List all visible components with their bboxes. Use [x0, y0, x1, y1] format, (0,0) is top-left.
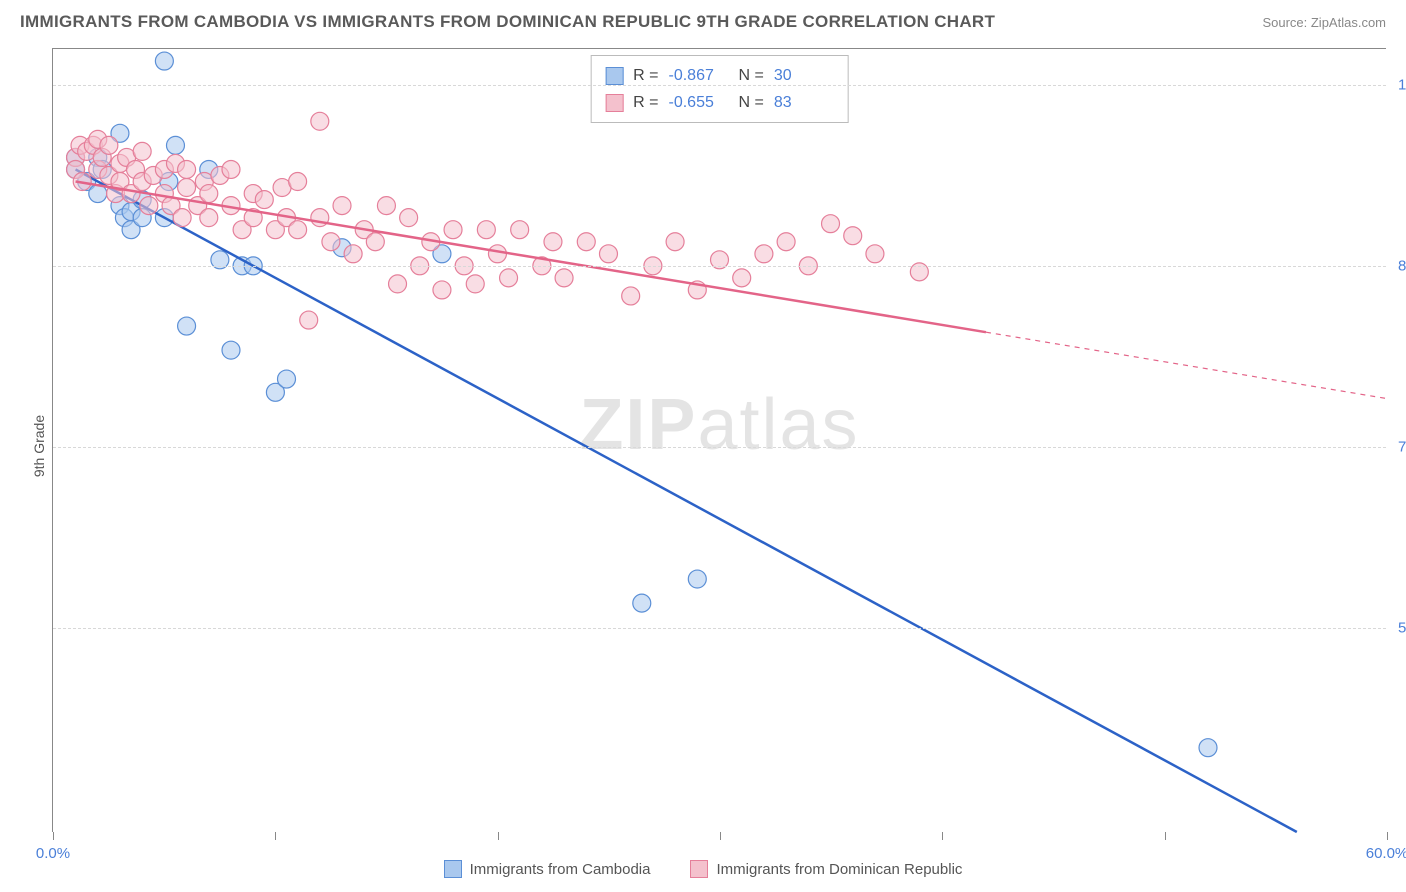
data-point	[278, 370, 296, 388]
data-point	[477, 221, 495, 239]
y-tick-label: 85.0%	[1398, 258, 1406, 275]
data-point	[444, 221, 462, 239]
trend-line	[76, 169, 1297, 832]
bottom-legend: Immigrants from Cambodia Immigrants from …	[0, 860, 1406, 878]
data-point	[577, 233, 595, 251]
chart-source: Source: ZipAtlas.com	[1262, 15, 1386, 30]
data-point	[289, 221, 307, 239]
y-tick-label: 100.0%	[1398, 77, 1406, 94]
data-point	[173, 209, 191, 227]
trend-line-dashed	[986, 332, 1386, 398]
x-tick	[53, 832, 54, 840]
x-tick	[1165, 832, 1166, 840]
data-point	[822, 215, 840, 233]
data-point	[511, 221, 529, 239]
data-point	[555, 269, 573, 287]
chart-plot-area: ZIPatlas R =-0.867N =30R =-0.655N =83 55…	[52, 48, 1386, 832]
data-point	[777, 233, 795, 251]
data-point	[133, 142, 151, 160]
x-tick	[275, 832, 276, 840]
data-point	[100, 136, 118, 154]
y-tick-label: 55.0%	[1398, 619, 1406, 636]
data-point	[222, 160, 240, 178]
scatter-svg	[53, 49, 1386, 832]
data-point	[140, 197, 158, 215]
data-point	[633, 594, 651, 612]
data-point	[366, 233, 384, 251]
legend-label: Immigrants from Dominican Republic	[716, 861, 962, 878]
legend-swatch	[444, 860, 462, 878]
data-point	[1199, 739, 1217, 757]
legend-label: Immigrants from Cambodia	[470, 861, 651, 878]
legend-swatch	[690, 860, 708, 878]
data-point	[322, 233, 340, 251]
data-point	[433, 281, 451, 299]
stat-n-label: N =	[739, 89, 764, 116]
legend-item: Immigrants from Dominican Republic	[690, 860, 962, 878]
data-point	[733, 269, 751, 287]
x-tick	[720, 832, 721, 840]
data-point	[688, 570, 706, 588]
data-point	[488, 245, 506, 263]
y-tick-label: 70.0%	[1398, 439, 1406, 456]
data-point	[166, 136, 184, 154]
stat-r-label: R =	[633, 89, 658, 116]
gridline	[53, 266, 1386, 267]
legend-swatch	[605, 67, 623, 85]
data-point	[466, 275, 484, 293]
stats-legend-box: R =-0.867N =30R =-0.655N =83	[590, 55, 849, 123]
chart-title: IMMIGRANTS FROM CAMBODIA VS IMMIGRANTS F…	[20, 12, 995, 32]
data-point	[755, 245, 773, 263]
x-tick	[498, 832, 499, 840]
data-point	[666, 233, 684, 251]
gridline	[53, 85, 1386, 86]
data-point	[311, 112, 329, 130]
data-point	[377, 197, 395, 215]
legend-item: Immigrants from Cambodia	[444, 860, 651, 878]
data-point	[178, 160, 196, 178]
data-point	[200, 209, 218, 227]
gridline	[53, 628, 1386, 629]
data-point	[544, 233, 562, 251]
x-tick	[942, 832, 943, 840]
chart-header: IMMIGRANTS FROM CAMBODIA VS IMMIGRANTS F…	[0, 0, 1406, 40]
data-point	[178, 317, 196, 335]
legend-swatch	[605, 94, 623, 112]
gridline	[53, 447, 1386, 448]
data-point	[289, 173, 307, 191]
data-point	[389, 275, 407, 293]
data-point	[155, 52, 173, 70]
data-point	[344, 245, 362, 263]
data-point	[500, 269, 518, 287]
data-point	[333, 197, 351, 215]
y-axis-label: 9th Grade	[31, 415, 47, 477]
data-point	[866, 245, 884, 263]
data-point	[178, 179, 196, 197]
data-point	[200, 185, 218, 203]
stat-r-value: -0.655	[669, 89, 729, 116]
x-tick	[1387, 832, 1388, 840]
stat-n-value: 83	[774, 89, 834, 116]
data-point	[300, 311, 318, 329]
data-point	[222, 341, 240, 359]
data-point	[622, 287, 640, 305]
data-point	[599, 245, 617, 263]
data-point	[400, 209, 418, 227]
stats-row: R = -0.655 N = 83	[605, 89, 834, 116]
data-point	[844, 227, 862, 245]
data-point	[255, 191, 273, 209]
